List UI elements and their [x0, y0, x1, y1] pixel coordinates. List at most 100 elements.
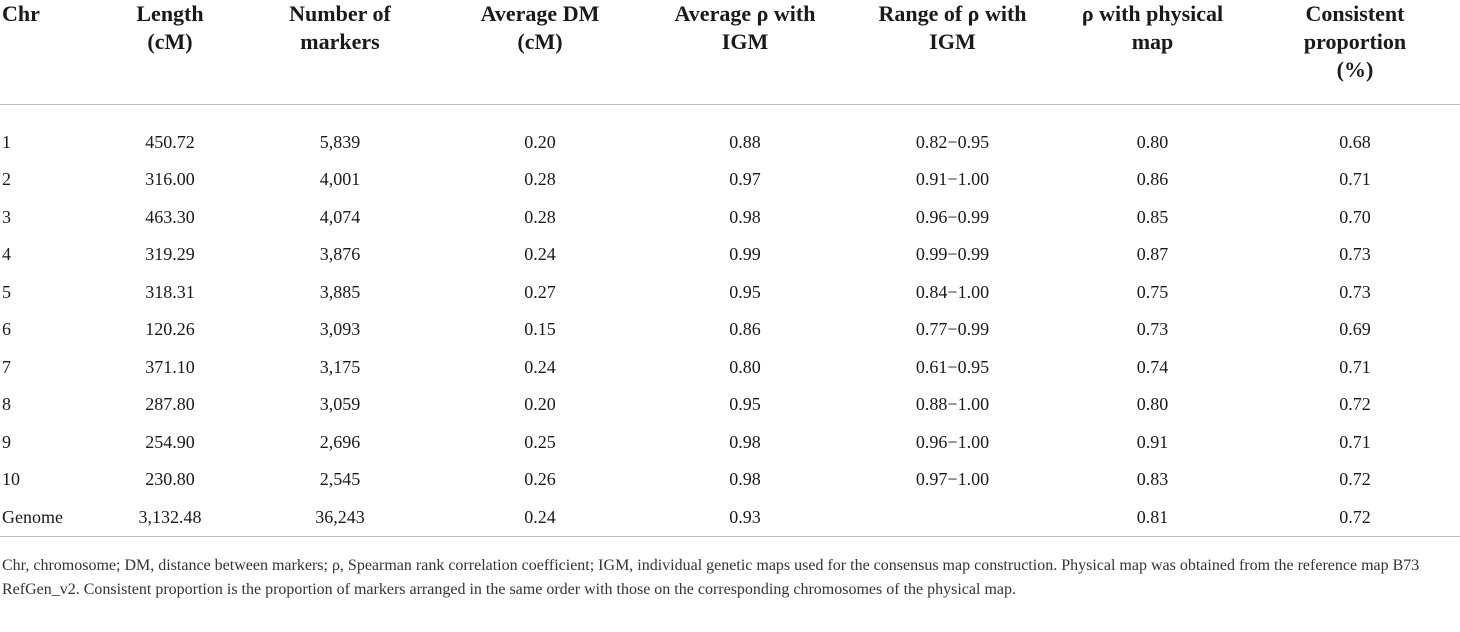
table-cell: 3,059 [319, 394, 361, 415]
table-cell: 36,243 [240, 498, 440, 537]
table-cell: 4,074 [319, 206, 361, 227]
table-cell: 316.00 [145, 169, 195, 190]
table-cell: 0.71 [1339, 356, 1371, 377]
table-footnote: Chr, chromosome; DM, distance between ma… [2, 557, 1420, 598]
column-header: Average ρ with IGM [640, 0, 850, 105]
column-header: Range of ρ with IGM [850, 0, 1055, 105]
table-cell: 0.99 [729, 244, 761, 265]
table-cell: 5 [2, 281, 11, 302]
table-cell: 0.20 [524, 131, 556, 152]
table-cell: 0.97−1.00 [915, 469, 990, 490]
table-cell: 7 [2, 356, 11, 377]
table-cell: 0.82−0.95 [915, 131, 990, 152]
table-cell: 0.84−1.00 [915, 281, 990, 302]
table-cell: 0.98 [729, 431, 761, 452]
table-cell: 0.73 [1339, 244, 1371, 265]
table-cell: 4 [2, 244, 11, 265]
table-row: 6 120.26 3,093 0.15 0.86 0.77−0.99 0.73 0.69 [0, 311, 1460, 349]
table-cell: 0.98 [729, 469, 761, 490]
table-cell: 0.93 [640, 498, 850, 537]
table-row: 5 318.31 3,885 0.27 0.95 0.84−1.00 0.75 0.73 [0, 273, 1460, 311]
table-header: Chr Length (cM) Number of markers Average D… [0, 0, 1460, 105]
column-header: Average DM (cM) [440, 0, 640, 105]
column-header: Length (cM) [100, 0, 240, 105]
table-cell: 0.80 [1136, 394, 1169, 415]
table-cell: 3,175 [319, 356, 361, 377]
table-cell: 0.86 [1136, 169, 1169, 190]
table-cell: 0.68 [1339, 131, 1371, 152]
table-cell: 0.95 [729, 281, 761, 302]
table-cell: 0.75 [1136, 281, 1169, 302]
table-cell: 6 [2, 319, 11, 340]
table-cell: 254.90 [145, 431, 195, 452]
table-row: 7 371.10 3,175 0.24 0.80 0.61−0.95 0.74 0.71 [0, 348, 1460, 386]
table-cell: 0.98 [729, 206, 761, 227]
table-cell: 2,696 [319, 431, 361, 452]
table-row: 3 463.30 4,074 0.28 0.98 0.96−0.99 0.85 0.70 [0, 198, 1460, 236]
table-cell: 0.88−1.00 [915, 394, 990, 415]
table-cell: 463.30 [145, 206, 195, 227]
table-row: 10 230.80 2,545 0.26 0.98 0.97−1.00 0.83 0.72 [0, 461, 1460, 499]
table-cell: 0.27 [524, 281, 556, 302]
table-cell: 0.83 [1136, 469, 1169, 490]
table-cell: 3,876 [319, 244, 361, 265]
table-body: 1 450.72 5,839 0.20 0.88 0.82−0.95 0.80 0.68 2 31… [0, 105, 1460, 537]
table-cell: 0.77−0.99 [915, 319, 990, 340]
table-cell: 0.70 [1339, 206, 1371, 227]
table-cell: 0.96−0.99 [915, 206, 990, 227]
table-row: 8 287.80 3,059 0.20 0.95 0.88−1.00 0.80 0.72 [0, 386, 1460, 424]
table-cell: 0.74 [1136, 356, 1169, 377]
table-cell: 3,093 [319, 319, 361, 340]
table-cell: 3,132.48 [100, 498, 240, 537]
table-row: Genome 3,132.48 36,243 0.24 0.93 0.81 0.72 [0, 498, 1460, 537]
table-cell: 0.87 [1136, 244, 1169, 265]
table-cell: 0.99−0.99 [915, 244, 990, 265]
table-cell: 0.80 [1136, 131, 1169, 152]
column-header: Number of markers [240, 0, 440, 105]
header-row: Chr Length (cM) Number of markers Average D… [0, 0, 1460, 105]
table-cell: 3,885 [319, 281, 361, 302]
table-cell: 10 [2, 469, 20, 490]
table-cell: 0.85 [1136, 206, 1169, 227]
table-row: 2 316.00 4,001 0.28 0.97 0.91−1.00 0.86 0.71 [0, 161, 1460, 199]
table-cell: 120.26 [145, 319, 195, 340]
table-cell: 0.25 [524, 431, 556, 452]
table-cell: 0.91−1.00 [915, 169, 990, 190]
table-cell: 0.28 [524, 169, 556, 190]
table-cell: 0.69 [1339, 319, 1371, 340]
table-cell: 0.72 [1250, 498, 1460, 537]
table-cell: 5,839 [319, 131, 361, 152]
table-cell: 0.24 [524, 244, 556, 265]
table-cell: 0.28 [524, 206, 556, 227]
table-cell: 318.31 [145, 281, 195, 302]
table-cell: 450.72 [145, 131, 195, 152]
table-cell: 0.26 [524, 469, 556, 490]
table-cell [850, 498, 1055, 537]
table-cell: 371.10 [145, 356, 195, 377]
table-cell: 287.80 [145, 394, 195, 415]
data-table-container: Chr Length (cM) Number of markers Average D… [0, 0, 1460, 537]
table-cell: 0.24 [524, 356, 556, 377]
table-cell: 0.86 [729, 319, 761, 340]
table-cell: 0.71 [1339, 169, 1371, 190]
table-row: 9 254.90 2,696 0.25 0.98 0.96−1.00 0.91 0.71 [0, 423, 1460, 461]
column-header: Consistent proportion (%) [1250, 0, 1460, 105]
table-cell: 0.20 [524, 394, 556, 415]
table-cell: 0.96−1.00 [915, 431, 990, 452]
table-cell: 0.91 [1136, 431, 1169, 452]
table-cell: 0.73 [1339, 281, 1371, 302]
column-header: Chr [0, 0, 100, 105]
table-cell: 0.97 [729, 169, 761, 190]
table-cell: 0.72 [1339, 394, 1371, 415]
table-cell: 0.80 [729, 356, 761, 377]
table-cell: 0.71 [1339, 431, 1371, 452]
table-cell: 2 [2, 169, 11, 190]
data-table: Chr Length (cM) Number of markers Average D… [0, 0, 1460, 537]
table-cell: Genome [0, 498, 100, 537]
table-row: 4 319.29 3,876 0.24 0.99 0.99−0.99 0.87 0.73 [0, 236, 1460, 274]
table-cell: 0.95 [729, 394, 761, 415]
table-cell: 9 [2, 431, 11, 452]
table-cell: 0.15 [524, 319, 556, 340]
table-row: 1 450.72 5,839 0.20 0.88 0.82−0.95 0.80 0.68 [0, 105, 1460, 161]
table-cell: 0.88 [729, 131, 761, 152]
